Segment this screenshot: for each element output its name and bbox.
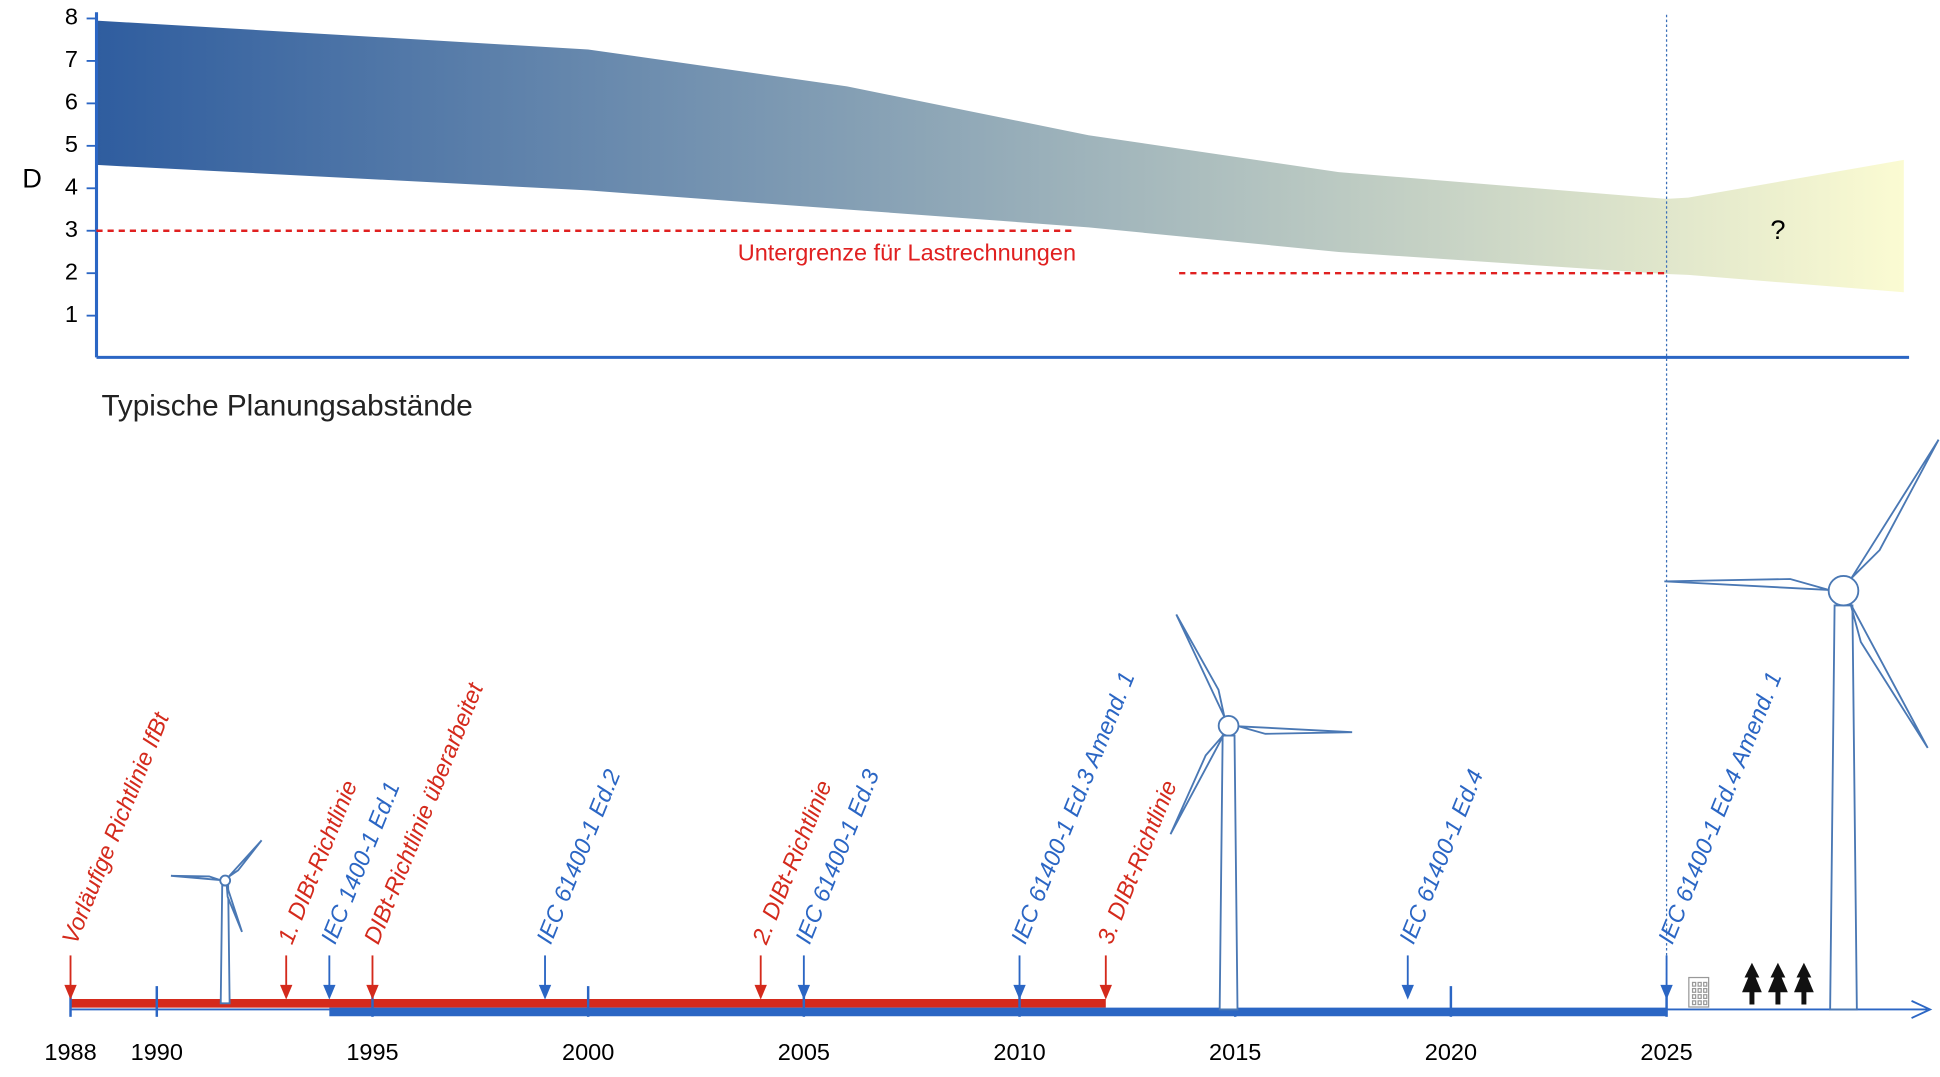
- building-window: [1704, 1001, 1707, 1005]
- page: {"top_chart": { "y_label": "D", "ylim": …: [0, 0, 1940, 1077]
- turbine-blade: [1176, 614, 1224, 716]
- turbine-blade: [171, 876, 220, 880]
- wind-turbine: [171, 840, 262, 1003]
- turbine-hub: [1219, 716, 1239, 736]
- timeline-tick-label: 2000: [562, 1039, 614, 1065]
- event-arrowhead: [1100, 985, 1112, 1000]
- y-tick-label: 1: [65, 301, 78, 327]
- y-tick-label: 2: [65, 258, 78, 284]
- tree: [1794, 963, 1814, 1005]
- turbine-blade: [1664, 579, 1828, 590]
- event-label: 3. DIBt-Richtlinie: [1092, 777, 1182, 948]
- timeline-tick-label: 1988: [44, 1039, 96, 1065]
- lower-bound-label: Untergrenze für Lastrechnungen: [738, 239, 1076, 265]
- event-arrowhead: [1660, 985, 1672, 1000]
- event-arrowhead: [323, 985, 335, 1000]
- event-arrowhead: [798, 985, 810, 1000]
- turbine-blade: [1170, 734, 1223, 834]
- turbine-blade: [228, 840, 261, 877]
- building-window: [1693, 982, 1696, 986]
- timeline-tick-label: 2025: [1640, 1039, 1692, 1065]
- event-arrowhead: [755, 985, 767, 1000]
- building-window: [1698, 982, 1701, 986]
- event-label: IEC 61400-1 Ed.4 Amend. 1: [1653, 668, 1787, 947]
- turbine-hub: [1829, 576, 1859, 605]
- event-arrowhead: [1013, 985, 1025, 1000]
- unknown-label: ?: [1770, 214, 1785, 245]
- building-window: [1693, 995, 1696, 999]
- timeline-tick-label: 2020: [1425, 1039, 1477, 1065]
- timeline-tick-label: 2005: [778, 1039, 830, 1065]
- tree: [1742, 963, 1762, 1005]
- building-window: [1698, 995, 1701, 999]
- event-arrowhead: [1402, 985, 1414, 1000]
- turbine-tower: [1830, 605, 1857, 1009]
- timeline-title: Typische Planungsabstände: [101, 390, 472, 423]
- event-label: Vorläufige Richtlinie IfBt: [57, 708, 175, 948]
- timeline-tick-label: 2015: [1209, 1039, 1261, 1065]
- diagram: D Typische Planungsabstände 1 2 3 4 5 6 7 8 Unte…: [0, 0, 1940, 1077]
- building-window: [1704, 982, 1707, 986]
- y-tick-label: 8: [65, 4, 78, 30]
- event-arrowhead: [366, 985, 378, 1000]
- building-window: [1704, 995, 1707, 999]
- timeline-tick-label: 1995: [346, 1039, 398, 1065]
- y-tick-label: 3: [65, 216, 78, 242]
- event-label: IEC 61400-1 Ed.4: [1394, 766, 1488, 948]
- building-window: [1698, 1001, 1701, 1005]
- turbine-tower: [1220, 736, 1238, 1010]
- turbine-blade: [1238, 726, 1352, 734]
- turbine-tower: [221, 885, 230, 1003]
- building: [1689, 978, 1709, 1007]
- y-tick-label: 7: [65, 46, 78, 72]
- timeline-tick-label: 1990: [131, 1039, 183, 1065]
- y-tick-label: 5: [65, 131, 78, 157]
- event-arrowhead: [64, 985, 76, 1000]
- event-arrowhead: [539, 985, 551, 1000]
- tree: [1768, 963, 1788, 1005]
- y-tick-label: 6: [65, 89, 78, 115]
- y-axis-label: D: [22, 163, 42, 194]
- event-arrowhead: [280, 985, 292, 1000]
- turbine-blade: [1851, 440, 1938, 579]
- y-tick-label: 4: [65, 174, 78, 200]
- wind-turbine: [1170, 614, 1352, 1009]
- wind-turbine: [1664, 440, 1938, 1010]
- building-window: [1704, 989, 1707, 993]
- turbine-blade: [1850, 604, 1927, 748]
- building-window: [1698, 989, 1701, 993]
- turbine-hub: [220, 876, 230, 886]
- timeline-tick-label: 2010: [993, 1039, 1045, 1065]
- event-label: IEC 61400-1 Ed.2: [531, 766, 625, 948]
- building-window: [1693, 989, 1696, 993]
- building-window: [1693, 1001, 1696, 1005]
